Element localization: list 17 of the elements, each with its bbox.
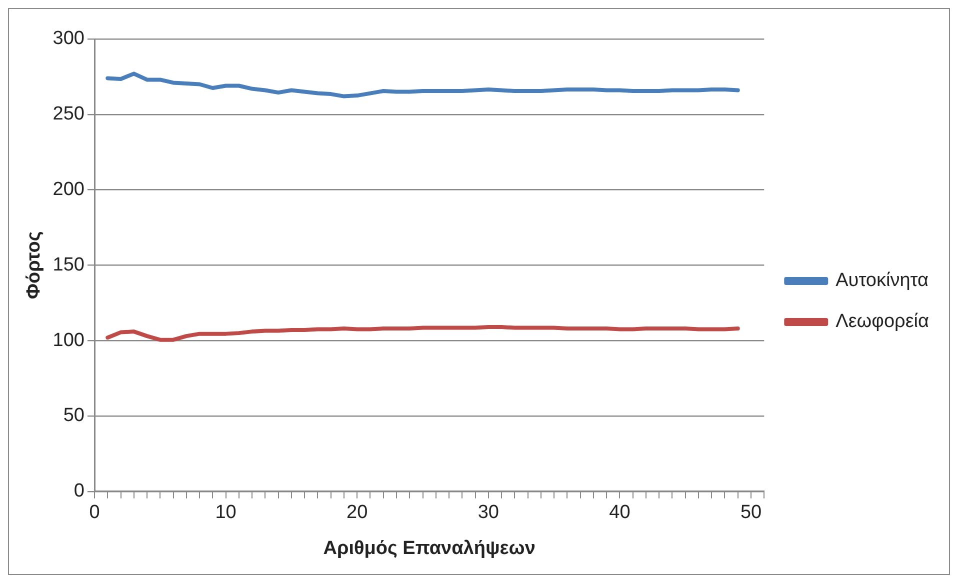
x-tick-label: 0	[89, 502, 100, 524]
y-tick-label: 200	[52, 179, 84, 200]
y-tick-label: 250	[52, 104, 84, 125]
x-tick-label: 20	[346, 502, 368, 524]
x-tick-label: 30	[478, 502, 499, 524]
x-axis-title: Αριθμός Επαναλήψεων	[323, 538, 536, 559]
x-tick-label: 50	[740, 502, 762, 524]
y-axis-title: Φόρτος	[24, 231, 45, 300]
x-tick-label: 10	[215, 502, 236, 524]
y-tick-label: 150	[52, 254, 84, 276]
y-tick-label: 50	[63, 405, 84, 426]
y-tick-label: 0	[74, 480, 84, 502]
legend-label: Λεωφορεία	[836, 311, 930, 332]
y-tick-label: 100	[52, 330, 84, 351]
x-tick-label: 40	[609, 502, 630, 524]
legend-label: Αυτοκίνητα	[836, 270, 929, 292]
y-tick-label: 300	[52, 28, 84, 50]
